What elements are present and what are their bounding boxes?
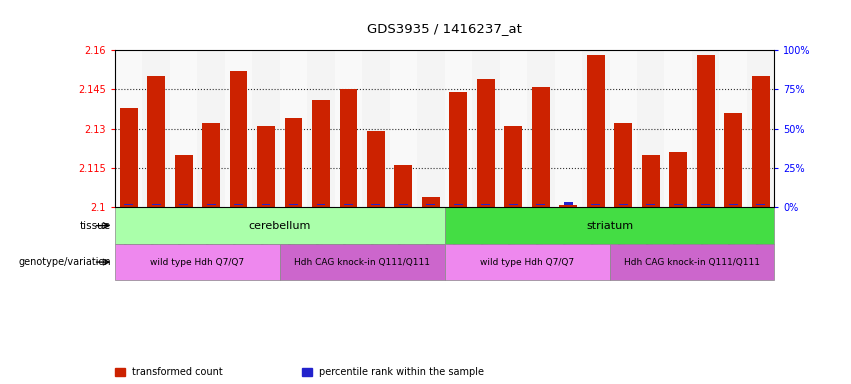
Bar xyxy=(252,50,280,207)
Bar xyxy=(449,92,467,207)
Bar xyxy=(280,50,307,207)
Bar xyxy=(426,204,436,205)
Text: wild type Hdh Q7/Q7: wild type Hdh Q7/Q7 xyxy=(480,258,574,266)
Bar xyxy=(284,118,302,207)
Bar xyxy=(509,204,517,205)
Text: Hdh CAG knock-in Q111/Q111: Hdh CAG knock-in Q111/Q111 xyxy=(624,258,760,266)
Bar xyxy=(477,79,494,207)
Bar xyxy=(614,123,632,207)
Bar xyxy=(445,207,774,244)
Bar xyxy=(197,50,225,207)
Bar xyxy=(555,50,582,207)
Bar xyxy=(482,204,490,205)
Text: tissue: tissue xyxy=(79,220,111,231)
Bar xyxy=(225,50,252,207)
Bar xyxy=(230,71,248,207)
Bar xyxy=(591,204,600,205)
Bar xyxy=(697,55,715,207)
Bar xyxy=(344,204,353,205)
Bar xyxy=(312,100,330,207)
Bar xyxy=(445,244,609,280)
Bar xyxy=(417,50,445,207)
Text: Hdh CAG knock-in Q111/Q111: Hdh CAG knock-in Q111/Q111 xyxy=(294,258,431,266)
Bar xyxy=(261,204,271,205)
Bar xyxy=(587,55,605,207)
Bar xyxy=(395,166,413,207)
Bar xyxy=(527,50,555,207)
Bar xyxy=(422,197,440,207)
Bar xyxy=(317,204,325,205)
Text: cerebellum: cerebellum xyxy=(248,220,311,231)
Text: striatum: striatum xyxy=(586,220,633,231)
Bar xyxy=(724,113,742,207)
Bar xyxy=(747,50,774,207)
Bar xyxy=(399,204,408,205)
Bar xyxy=(532,87,550,207)
Bar xyxy=(124,204,133,205)
Bar xyxy=(751,76,769,207)
Bar xyxy=(674,204,683,205)
Bar xyxy=(363,50,390,207)
Bar xyxy=(334,50,363,207)
Bar xyxy=(142,50,170,207)
Bar xyxy=(445,50,472,207)
Bar xyxy=(174,155,192,207)
Text: genotype/variation: genotype/variation xyxy=(18,257,111,267)
Bar xyxy=(120,108,138,207)
Bar xyxy=(147,76,165,207)
Bar xyxy=(234,204,243,205)
Bar xyxy=(609,50,637,207)
Bar xyxy=(454,204,463,205)
Bar xyxy=(701,204,711,205)
Bar xyxy=(559,205,577,207)
Text: GDS3935 / 1416237_at: GDS3935 / 1416237_at xyxy=(368,22,522,35)
Bar xyxy=(728,204,738,205)
Text: transformed count: transformed count xyxy=(132,367,223,377)
Bar xyxy=(564,202,573,205)
Bar xyxy=(289,204,298,205)
Bar xyxy=(115,207,445,244)
Bar xyxy=(257,126,275,207)
Bar xyxy=(582,50,609,207)
Text: wild type Hdh Q7/Q7: wild type Hdh Q7/Q7 xyxy=(151,258,244,266)
Bar xyxy=(637,50,665,207)
Bar xyxy=(151,204,161,205)
Bar xyxy=(115,50,142,207)
Bar xyxy=(367,131,385,207)
Bar xyxy=(505,126,523,207)
Bar xyxy=(692,50,719,207)
Bar xyxy=(500,50,527,207)
Bar xyxy=(472,50,500,207)
Bar xyxy=(646,204,655,205)
Bar xyxy=(307,50,334,207)
Bar xyxy=(280,244,445,280)
Bar xyxy=(536,204,545,205)
Bar xyxy=(619,204,628,205)
Bar xyxy=(203,123,220,207)
Bar xyxy=(372,204,380,205)
Bar xyxy=(719,50,747,207)
Bar xyxy=(115,244,280,280)
Bar xyxy=(642,155,660,207)
Bar xyxy=(390,50,417,207)
Bar xyxy=(207,204,215,205)
Bar xyxy=(669,152,687,207)
Bar xyxy=(757,204,765,205)
Bar xyxy=(170,50,197,207)
Bar xyxy=(609,244,774,280)
Bar xyxy=(179,204,188,205)
Bar xyxy=(665,50,692,207)
Text: percentile rank within the sample: percentile rank within the sample xyxy=(319,367,484,377)
Bar xyxy=(340,89,357,207)
